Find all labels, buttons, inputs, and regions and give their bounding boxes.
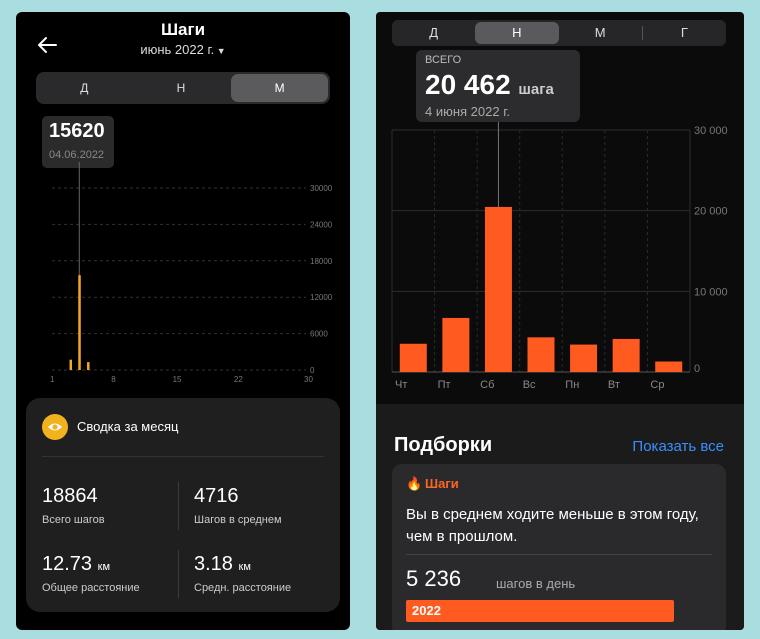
y-tick-label: 0 <box>310 366 315 375</box>
x-tick-label: Сб <box>480 379 494 391</box>
card-value: 5 236 <box>406 566 462 591</box>
x-tick-label: 1 <box>50 375 55 382</box>
x-tick-label: Чт <box>395 379 407 391</box>
x-tick-label: Вс <box>523 379 536 391</box>
x-tick-label: 22 <box>234 375 243 382</box>
left-screen: Шаги июнь 2022 г. ▼ Д Н М 15620 04.06.20… <box>16 12 350 630</box>
page-title: Шаги <box>160 20 206 39</box>
card-unit: шагов в день <box>496 576 576 591</box>
summary-title: Сводка за месяц <box>77 419 179 434</box>
x-tick-label: 8 <box>111 375 116 382</box>
month-selector[interactable]: июнь 2022 г. ▼ <box>16 42 350 57</box>
period-segmented-control[interactable]: Д Н М Г <box>392 20 726 46</box>
segment-week[interactable]: Н <box>176 81 186 95</box>
bar-label: 2022 <box>412 603 441 618</box>
y-tick-label: 0 <box>694 363 700 375</box>
back-arrow-icon[interactable] <box>36 34 58 56</box>
x-tick-label: 15 <box>173 375 182 382</box>
section-title: Подборки <box>394 434 493 456</box>
y-tick-label: 24000 <box>310 220 333 229</box>
chart-bar <box>570 344 598 372</box>
tooltip-label: ВСЕГО <box>425 54 462 66</box>
weekly-steps-chart[interactable]: 30 000 20 000 10 000 0 Чт Пт Сб Вс Пн Вт Ср <box>376 122 744 404</box>
stat-total-distance-label: Общее расстояние <box>42 582 140 594</box>
divider <box>178 482 179 530</box>
x-tick-label: Пн <box>565 379 579 391</box>
stat-total-distance: 12.73 км <box>42 553 110 575</box>
divider <box>641 26 643 40</box>
tooltip-value: 20 462 шага <box>425 69 554 100</box>
y-tick-label: 10 000 <box>694 286 728 298</box>
stat-avg-steps: 4716 <box>194 485 239 507</box>
stat-avg-distance: 3.18 км <box>194 553 251 575</box>
flame-icon: 🔥 <box>406 476 423 491</box>
right-screen: Д Н М Г ВСЕГО 20 462 шага 4 июня 2022 г.… <box>376 12 744 630</box>
stat-avg-distance-label: Средн. расстояние <box>194 582 292 594</box>
divider <box>406 554 712 555</box>
tooltip-date: 4 июня 2022 г. <box>425 104 510 119</box>
highlights-section: Подборки Показать все 🔥 Шаги Вы в средне… <box>376 404 744 630</box>
chart-bar <box>442 317 470 372</box>
stat-total-steps: 18864 <box>42 485 98 507</box>
divider <box>178 550 179 598</box>
chart-tooltip: 15620 04.06.2022 <box>42 116 114 168</box>
chart-bar <box>78 275 81 370</box>
chart-bar <box>69 359 73 370</box>
chart-bar <box>655 361 683 372</box>
x-tick-label: 30 <box>304 375 313 382</box>
y-tick-label: 12000 <box>310 293 333 302</box>
comparison-bar: 2022 <box>406 600 674 622</box>
y-tick-label: 20 000 <box>694 206 728 218</box>
chart-bar <box>399 343 427 372</box>
tooltip-value: 15620 <box>49 120 105 142</box>
monthly-steps-chart[interactable]: 30000 24000 18000 12000 6000 0 1 8 15 22 30 <box>16 162 350 382</box>
chart-bar <box>484 206 512 372</box>
month-label: июнь 2022 г. <box>140 42 215 57</box>
segment-day[interactable]: Д <box>80 81 89 95</box>
caret-down-icon: ▼ <box>214 46 226 56</box>
eye-icon <box>42 414 68 440</box>
divider <box>42 456 324 457</box>
x-tick-label: Ср <box>650 379 664 391</box>
y-tick-label: 30000 <box>310 184 333 193</box>
highlight-card[interactable]: 🔥 Шаги Вы в среднем ходите меньше в этом… <box>392 464 726 630</box>
y-tick-label: 30 000 <box>694 125 728 137</box>
stat-total-steps-label: Всего шагов <box>42 514 105 526</box>
segment-day[interactable]: Д <box>429 25 439 40</box>
show-all-link[interactable]: Показать все <box>632 438 724 455</box>
stat-avg-steps-label: Шагов в среднем <box>194 514 282 526</box>
segment-week[interactable]: Н <box>475 22 559 44</box>
chart-bar <box>87 362 90 370</box>
monthly-summary-card: Сводка за месяц 18864 Всего шагов 4716 Ш… <box>26 398 340 612</box>
chart-tooltip: ВСЕГО 20 462 шага 4 июня 2022 г. <box>416 50 580 122</box>
chart-bar <box>612 338 640 372</box>
segment-year[interactable]: Г <box>680 25 688 40</box>
x-tick-label: Пт <box>438 379 451 391</box>
y-tick-label: 6000 <box>310 330 328 339</box>
period-segmented-control[interactable]: Д Н М <box>36 72 330 104</box>
chart-bar <box>527 337 555 372</box>
y-tick-label: 18000 <box>310 257 333 266</box>
tooltip-date: 04.06.2022 <box>49 149 105 161</box>
card-category: Шаги <box>425 476 459 491</box>
segment-month[interactable]: М <box>594 25 606 40</box>
segment-month[interactable]: М <box>231 74 329 102</box>
card-text: Вы в среднем ходите меньше в этом году, … <box>406 506 699 545</box>
x-tick-label: Вт <box>608 379 620 391</box>
